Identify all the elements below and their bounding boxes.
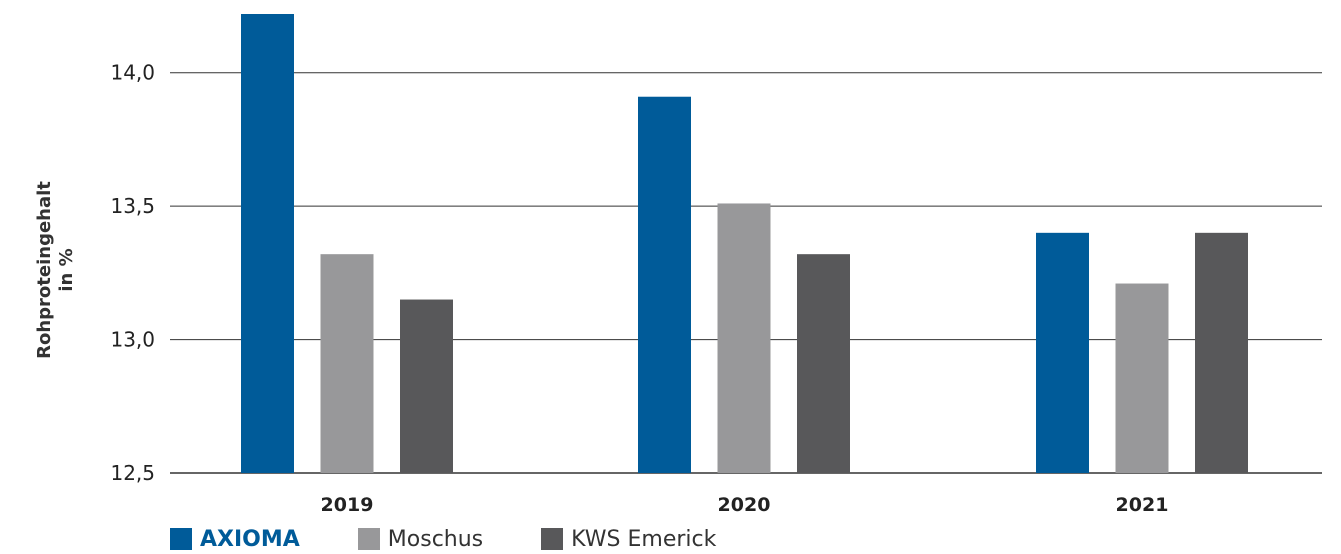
legend-item-moschus: Moschus <box>357 526 484 552</box>
x-category-label-2020: 2020 <box>718 494 771 516</box>
legend: AXIOMA Moschus KWS Emerick <box>170 524 774 554</box>
y-tick-label: 12,5 <box>110 461 155 485</box>
bar-axioma-2021 <box>1036 232 1089 473</box>
legend-swatch-moschus <box>357 528 380 550</box>
bar-moschus-2020 <box>717 203 771 473</box>
y-tick-label: 14,0 <box>110 61 155 85</box>
x-category-label-2019: 2019 <box>321 494 374 516</box>
legend-label-axioma: AXIOMA <box>200 526 300 552</box>
legend-swatch-axioma <box>170 528 192 550</box>
legend-swatch-kws-emerick <box>541 528 564 550</box>
bar-kws-emerick-2019 <box>400 299 453 473</box>
bar-axioma-2019 <box>241 14 294 473</box>
bar-kws-emerick-2020 <box>797 254 850 473</box>
bar-kws-emerick-2021 <box>1195 232 1248 473</box>
y-tick-label: 13,5 <box>110 194 155 218</box>
bars <box>241 14 1248 473</box>
bar-moschus-2019 <box>320 254 374 473</box>
y-axis-label-line1: Rohproteingehalt <box>34 181 55 359</box>
y-tick-label: 13,0 <box>110 328 155 352</box>
x-category-label-2021: 2021 <box>1116 494 1169 516</box>
legend-label-moschus: Moschus <box>387 526 484 552</box>
legend-label-kws-emerick: KWS Emerick <box>571 526 717 552</box>
y-tick-labels: 12,5 13,0 13,5 14,0 <box>110 61 155 485</box>
legend-item-kws-emerick: KWS Emerick <box>541 527 716 552</box>
legend-item-axioma: AXIOMA <box>170 527 300 552</box>
bar-axioma-2020 <box>638 96 691 473</box>
y-axis-label-line2: in % <box>56 248 77 291</box>
bar-moschus-2021 <box>1115 283 1169 473</box>
x-category-labels: 2019 2020 2021 <box>321 494 1169 516</box>
